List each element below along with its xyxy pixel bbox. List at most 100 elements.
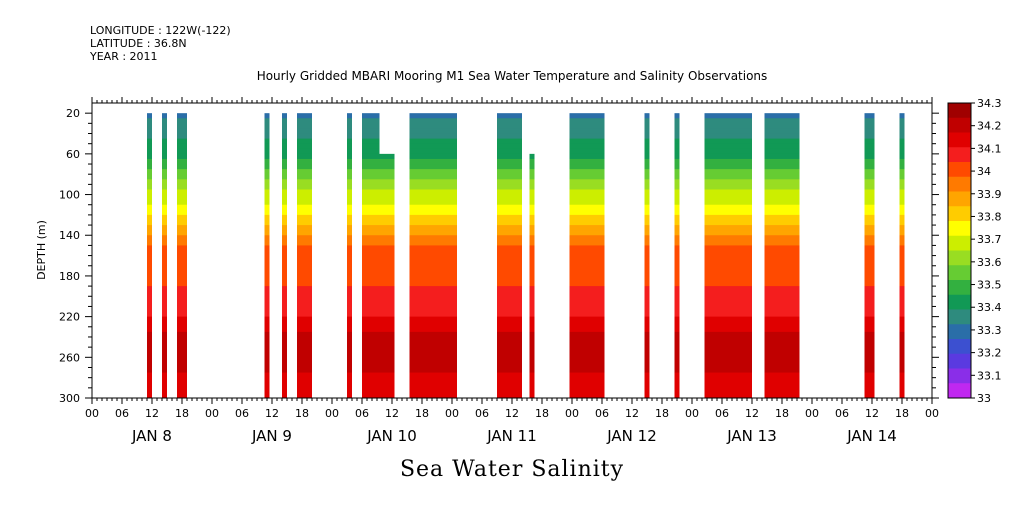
data-cell — [569, 275, 605, 282]
data-cell — [177, 179, 187, 185]
data-cell — [362, 326, 380, 333]
data-cell — [379, 169, 395, 175]
data-cell — [379, 377, 395, 384]
data-cell — [569, 179, 605, 185]
data-cell — [899, 153, 905, 160]
data-cell — [409, 275, 457, 282]
data-cell — [529, 194, 535, 201]
colorbar-swatch — [948, 117, 971, 133]
x-tick-label: 00 — [685, 407, 699, 420]
data-cell — [674, 133, 680, 140]
data-cell — [569, 240, 605, 247]
data-cell — [864, 326, 875, 333]
data-cell — [379, 209, 395, 216]
data-cell — [362, 342, 380, 348]
data-cell — [162, 306, 167, 313]
data-cell — [297, 118, 312, 124]
x-tick-label: 18 — [775, 407, 789, 420]
data-cell — [764, 260, 800, 267]
data-cell — [147, 230, 152, 236]
data-cell — [899, 265, 905, 272]
data-cell — [569, 133, 605, 140]
data-cell — [379, 362, 395, 369]
y-axis: 20 60 100 140 180 220 260 300 — [59, 107, 939, 405]
data-cell — [282, 113, 287, 119]
data-cell — [674, 326, 680, 333]
data-cell — [362, 245, 380, 252]
data-cell — [362, 382, 380, 389]
data-cell — [379, 214, 395, 221]
data-cell — [147, 153, 152, 160]
data-cell — [177, 342, 187, 348]
data-cell — [379, 387, 395, 394]
data-cell — [899, 128, 905, 135]
data-cell — [644, 265, 650, 272]
data-cell — [569, 377, 605, 384]
x-tick-label: 00 — [925, 407, 939, 420]
data-cell — [644, 372, 650, 379]
data-cell — [297, 301, 312, 308]
data-cell — [282, 230, 287, 236]
data-cell — [864, 362, 875, 369]
data-cell — [379, 326, 395, 333]
data-cell — [282, 204, 287, 211]
data-cell — [162, 235, 167, 241]
data-column — [899, 113, 905, 398]
data-cell — [764, 367, 800, 374]
data-cell — [569, 214, 605, 221]
data-cell — [674, 260, 680, 267]
data-cell — [162, 357, 167, 363]
data-cell — [347, 357, 352, 363]
data-cell — [362, 194, 380, 201]
data-cell — [644, 219, 650, 226]
x-tick-label: 00 — [565, 407, 579, 420]
data-cell — [644, 286, 650, 292]
data-cell — [899, 184, 905, 191]
data-cell — [529, 179, 535, 185]
data-cell — [177, 316, 187, 323]
data-cell — [569, 158, 605, 165]
data-cell — [644, 336, 650, 343]
data-cell — [529, 204, 535, 211]
data-cell — [147, 382, 152, 389]
data-cell — [362, 138, 380, 145]
data-cell — [297, 189, 312, 196]
data-cell — [899, 306, 905, 313]
data-cell — [704, 209, 752, 216]
data-cell — [764, 164, 800, 170]
data-cell — [569, 245, 605, 252]
data-cell — [297, 240, 312, 247]
data-cell — [899, 174, 905, 180]
x-day-label: JAN 11 — [486, 427, 537, 445]
data-cell — [409, 281, 457, 287]
data-cell — [704, 342, 752, 348]
data-cell — [264, 352, 270, 358]
data-column — [569, 113, 605, 398]
data-cell — [347, 169, 352, 175]
data-cell — [177, 118, 187, 124]
data-cell — [162, 240, 167, 247]
data-cell — [297, 352, 312, 358]
data-column — [764, 113, 800, 398]
data-cell — [282, 184, 287, 191]
data-cell — [864, 291, 875, 297]
data-cell — [379, 174, 395, 180]
data-cell — [162, 331, 167, 338]
data-cell — [704, 158, 752, 165]
data-cell — [147, 286, 152, 292]
data-cell — [282, 214, 287, 221]
data-cell — [704, 245, 752, 252]
data-cell — [644, 321, 650, 328]
data-cell — [704, 199, 752, 206]
colorbar-label: 33.4 — [977, 301, 1002, 314]
data-cell — [282, 377, 287, 384]
data-cell — [497, 331, 522, 338]
data-cell — [644, 153, 650, 160]
data-cell — [162, 347, 167, 353]
data-cell — [177, 382, 187, 389]
data-cell — [899, 250, 905, 257]
data-cell — [264, 209, 270, 216]
data-cell — [282, 291, 287, 297]
data-cell — [282, 357, 287, 363]
data-cell — [497, 296, 522, 302]
